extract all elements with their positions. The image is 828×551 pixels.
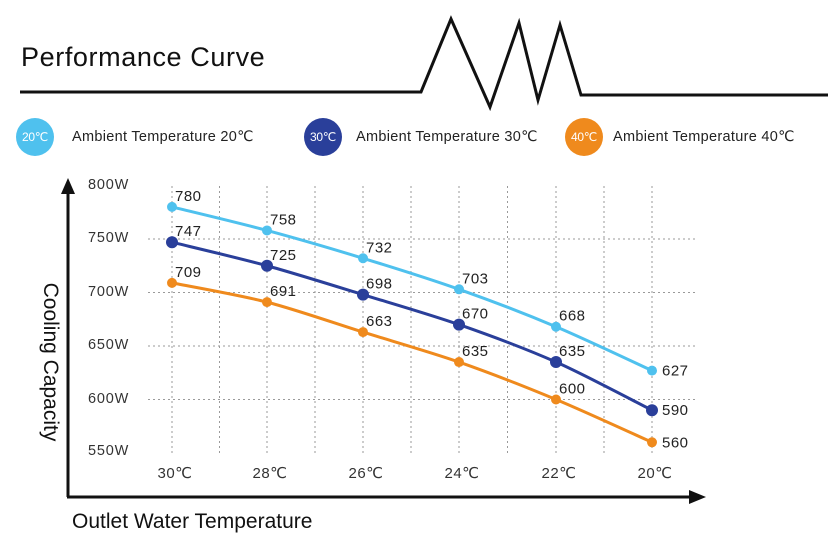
axes bbox=[61, 178, 706, 504]
data-label: 668 bbox=[559, 308, 586, 325]
data-point bbox=[357, 288, 369, 301]
data-label: 635 bbox=[462, 343, 489, 360]
legend-badge-20c: 20℃ bbox=[16, 118, 54, 156]
grid bbox=[148, 186, 698, 455]
y-tick-label: 650W bbox=[88, 337, 130, 353]
data-point bbox=[261, 259, 273, 272]
y-axis-arrow-icon bbox=[61, 178, 75, 194]
data-point bbox=[647, 437, 657, 448]
data-label: 663 bbox=[366, 313, 393, 330]
data-label: 732 bbox=[366, 239, 393, 256]
data-point bbox=[550, 356, 562, 369]
data-point bbox=[166, 236, 178, 249]
x-axis-arrow-icon bbox=[689, 490, 706, 504]
data-label: 703 bbox=[462, 270, 489, 287]
x-tick-label: 24℃ bbox=[444, 465, 480, 482]
data-label: 627 bbox=[662, 363, 689, 380]
legend-item-40c: 40℃ Ambient Temperature 40℃ bbox=[565, 118, 795, 156]
data-point bbox=[551, 321, 561, 332]
legend-label-20c: Ambient Temperature 20℃ bbox=[72, 129, 254, 145]
data-point bbox=[454, 357, 464, 368]
data-point bbox=[453, 318, 465, 331]
series-layer: 780 758 732 703 668 627 747 725 698 670 635 590 709 6… bbox=[166, 188, 689, 451]
legend-item-30c: 30℃ Ambient Temperature 30℃ bbox=[304, 118, 538, 156]
data-label: 670 bbox=[462, 306, 489, 323]
data-point bbox=[358, 327, 368, 338]
x-tick-label: 26℃ bbox=[348, 465, 384, 482]
data-label: 691 bbox=[270, 283, 297, 300]
x-tick-label: 28℃ bbox=[252, 465, 288, 482]
data-point bbox=[262, 225, 272, 236]
series-1: 747 725 698 670 635 590 bbox=[166, 223, 689, 419]
x-axis-title: Outlet Water Temperature bbox=[72, 510, 313, 533]
data-label: 758 bbox=[270, 211, 297, 228]
data-point bbox=[167, 201, 177, 212]
data-point bbox=[167, 277, 177, 288]
data-point bbox=[647, 365, 657, 376]
x-tick-label: 20℃ bbox=[637, 465, 673, 482]
legend-label-40c: Ambient Temperature 40℃ bbox=[613, 129, 795, 145]
data-label: 725 bbox=[270, 247, 297, 264]
data-point bbox=[454, 284, 464, 295]
page-title: Performance Curve bbox=[21, 42, 266, 72]
x-tick-label: 30℃ bbox=[157, 465, 193, 482]
data-point bbox=[551, 394, 561, 405]
legend-badge-30c: 30℃ bbox=[304, 118, 342, 156]
y-tick-label: 800W bbox=[88, 177, 130, 193]
data-label: 600 bbox=[559, 381, 586, 398]
header-zigzag-line bbox=[20, 15, 828, 112]
data-label: 560 bbox=[662, 434, 689, 451]
data-point bbox=[646, 404, 658, 417]
data-label: 698 bbox=[366, 276, 393, 293]
series-2: 709 691 663 635 600 560 bbox=[167, 264, 689, 451]
y-tick-label: 550W bbox=[88, 443, 130, 459]
x-tick-label: 22℃ bbox=[541, 465, 577, 482]
data-label: 590 bbox=[662, 402, 689, 419]
data-label: 635 bbox=[559, 343, 586, 360]
data-point bbox=[358, 253, 368, 264]
legend-label-30c: Ambient Temperature 30℃ bbox=[356, 129, 538, 145]
series-0: 780 758 732 703 668 627 bbox=[167, 188, 689, 380]
legend-item-20c: 20℃ Ambient Temperature 20℃ bbox=[16, 118, 254, 156]
y-tick-label: 600W bbox=[88, 391, 130, 407]
y-tick-label: 700W bbox=[88, 284, 130, 300]
y-tick-label: 750W bbox=[88, 230, 130, 246]
data-label: 709 bbox=[175, 264, 202, 281]
legend-badge-40c: 40℃ bbox=[565, 118, 603, 156]
data-label: 780 bbox=[175, 188, 202, 205]
data-point bbox=[262, 297, 272, 308]
data-label: 747 bbox=[175, 223, 202, 240]
